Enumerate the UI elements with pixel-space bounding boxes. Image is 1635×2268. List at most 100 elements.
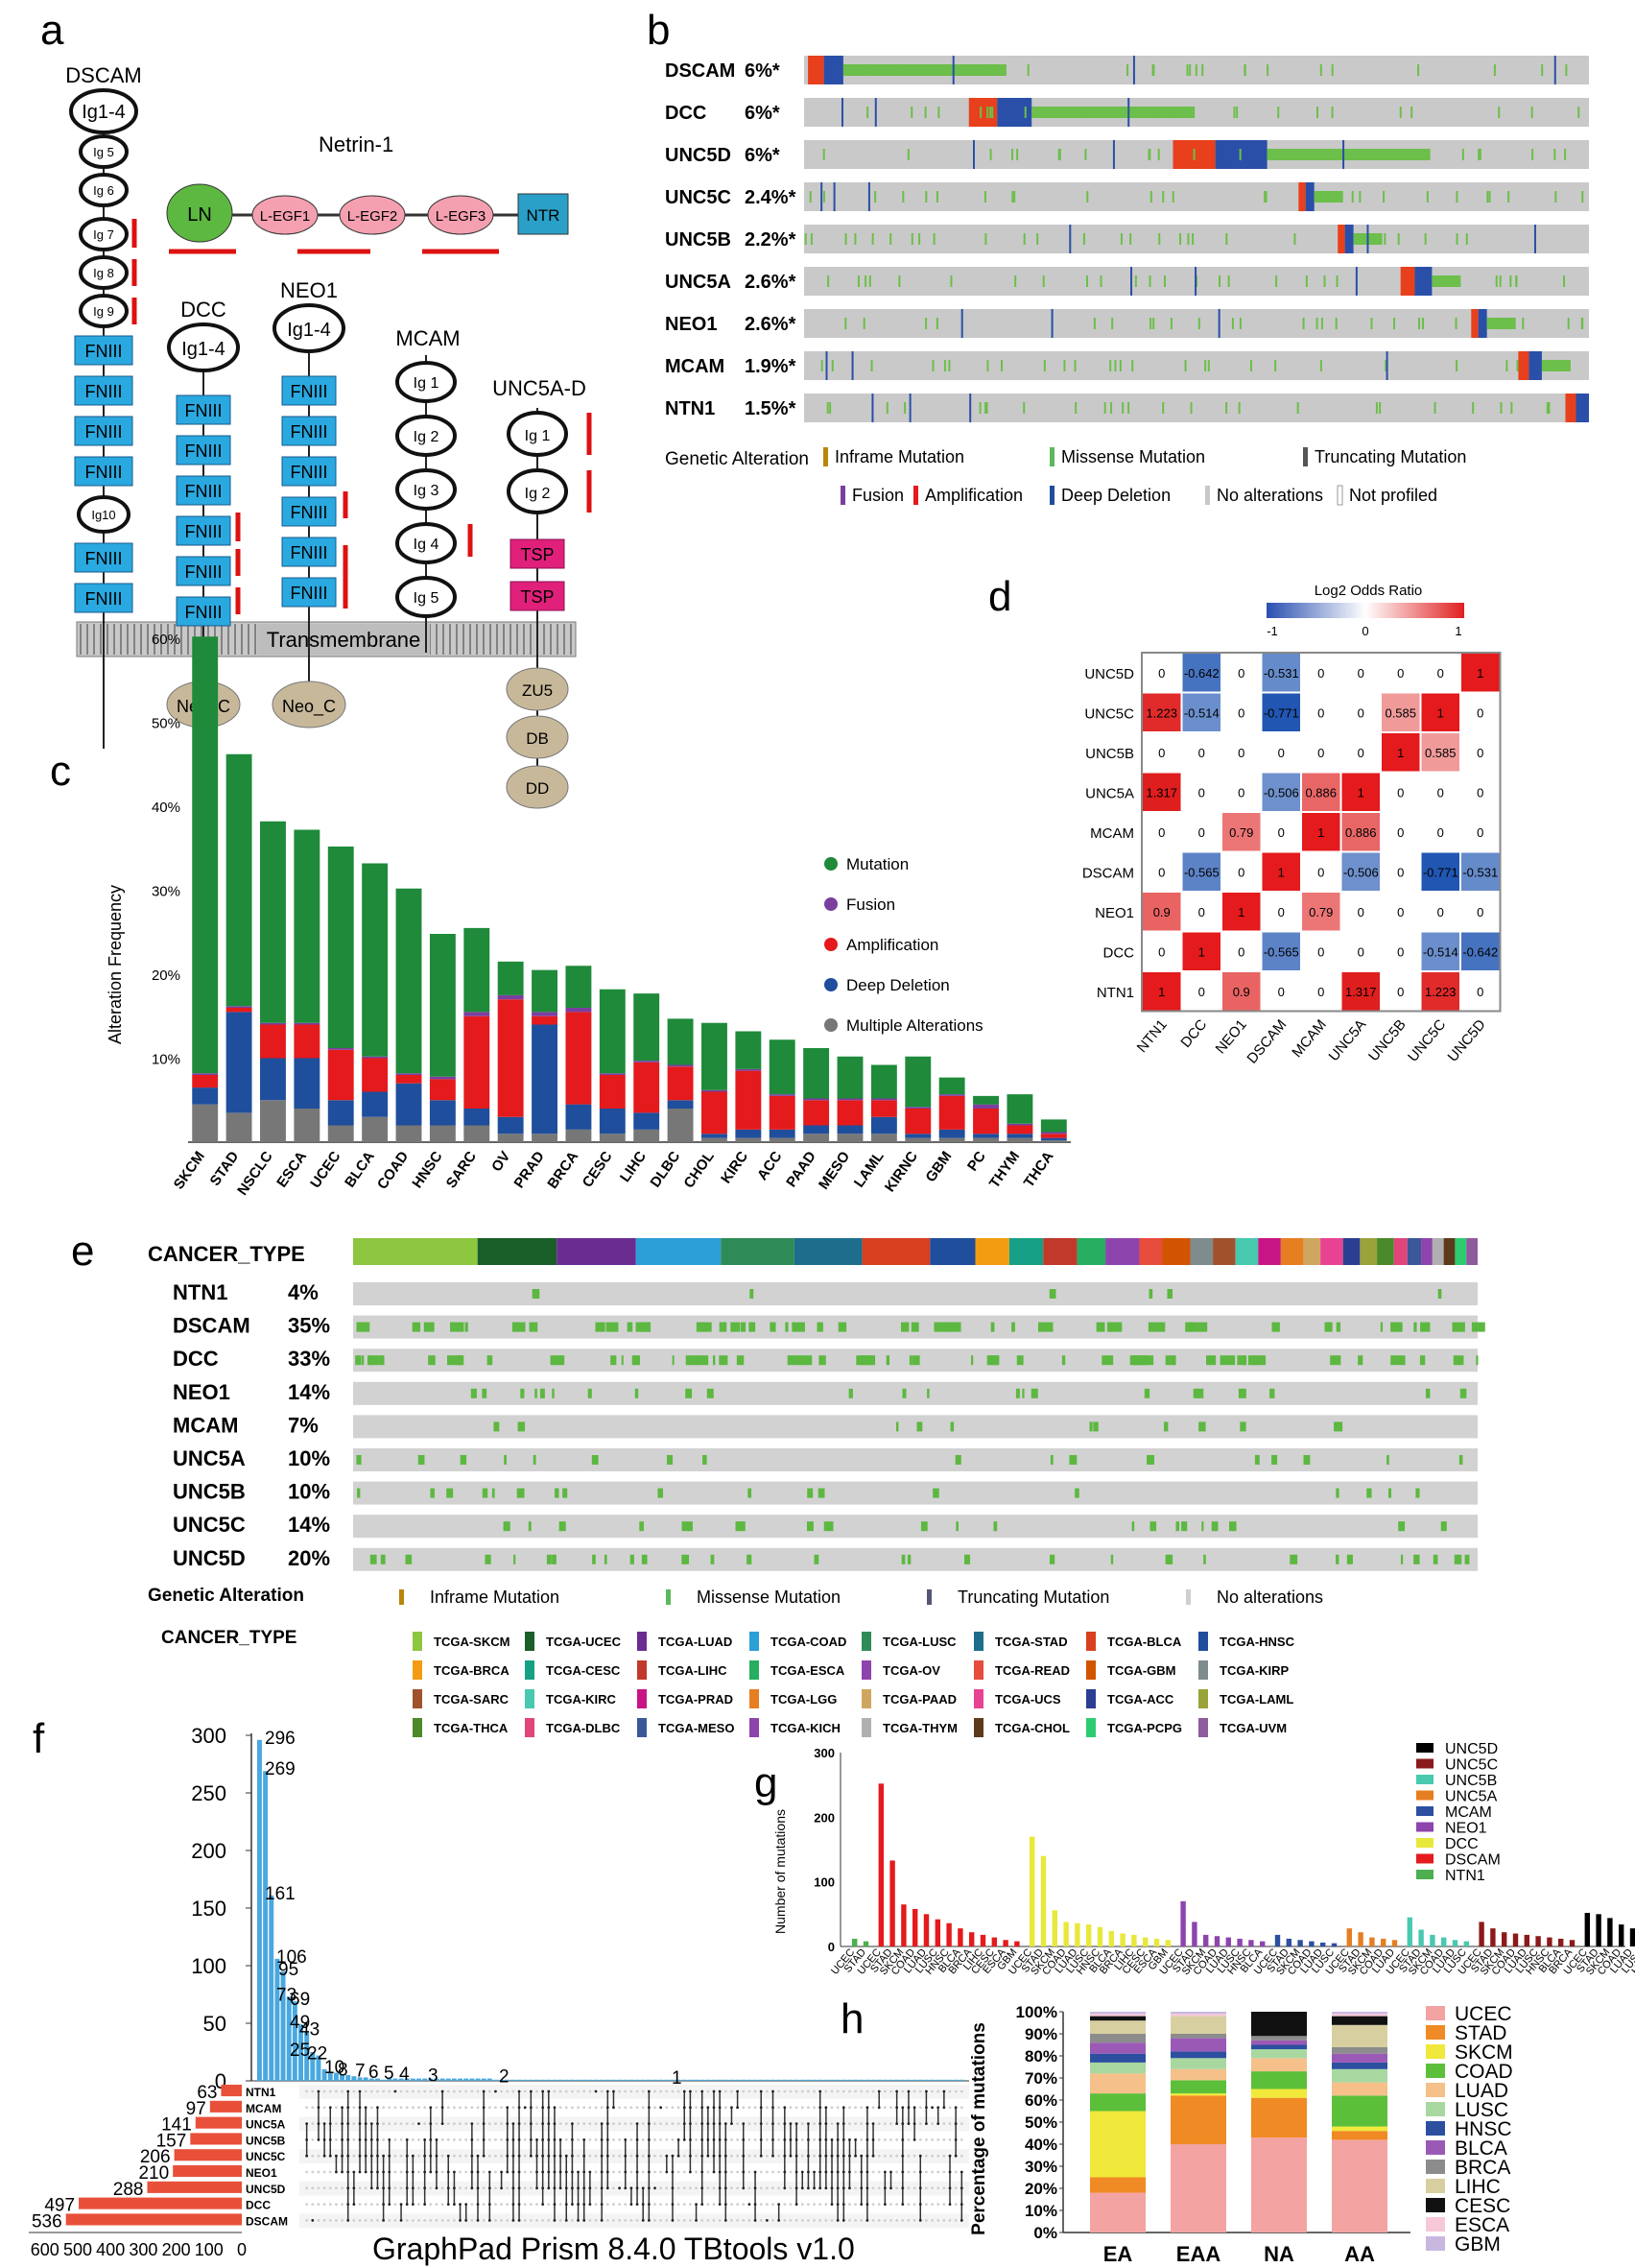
matrix-dot [311,2138,315,2141]
bar-segment [769,1094,795,1096]
matrix-dot [476,2154,480,2158]
intersection-bar [823,2079,829,2081]
missense-mark [1456,360,1458,371]
missense-mark [1424,233,1427,245]
heatmap-cell [1182,932,1220,970]
legend-label: UNC5A [1445,1789,1498,1805]
matrix-dot [771,2170,774,2174]
fniii-domain [176,515,231,546]
missense-mark [842,64,845,76]
mutation-bar [1391,1940,1398,1946]
missense-mark [925,318,928,329]
matrix-dot [771,2219,774,2222]
missense-mark [1454,1554,1462,1564]
deletion-mark [1366,225,1369,253]
matrix-dot [765,2106,769,2110]
matrix-dot [629,2138,633,2141]
matrix-dot [747,2203,751,2207]
matrix-dot [453,2154,456,2158]
matrix-dot [346,2106,350,2110]
cancer-type-segment [721,1238,794,1265]
bar-segment [599,1075,626,1109]
matrix-dot [382,2138,386,2141]
intersection-bar [451,2078,457,2081]
intersection-bar [770,2079,775,2081]
missense-mark [1390,1355,1406,1366]
y-tick-label: 60% [1025,2091,1057,2110]
dscam-receptor-label: DSCAM [65,63,141,87]
missense-mark [470,1388,477,1398]
cell-value: -0.771 [1423,865,1458,879]
cancer-type-swatch [1198,1718,1208,1737]
mutation-bar [1086,1924,1092,1946]
matrix-dot [535,2170,538,2174]
missense-mark [932,360,935,371]
dcc-ig1-4 [167,322,240,372]
legend-label: UNC5C [1445,1757,1498,1774]
missense-mark [983,191,986,203]
matrix-dot [429,2170,433,2174]
bar-segment [1251,2071,1307,2089]
cell-value: -0.506 [1343,865,1379,879]
missense-mark [610,1355,617,1366]
matrix-dot [865,2219,869,2222]
missense-mark [827,1521,834,1532]
matrix-dot [824,2106,828,2110]
legend-label: STAD [1455,2022,1506,2044]
mutation-bar [1075,1922,1080,1946]
mutation-bar [935,1919,940,1946]
dscam-fniii [74,583,133,613]
cancer-type-label: TCGA-UCEC [546,1635,622,1649]
bar-segment [1040,1119,1067,1133]
missense-mark [591,1455,599,1465]
mutation-bar [1131,1934,1137,1946]
missense-mark [1016,149,1019,160]
matrix-dot [647,2089,651,2093]
no-alteration-track [804,98,1589,127]
matrix-dot [305,2170,309,2174]
matrix-dot [328,2106,332,2110]
matrix-dot [865,2138,869,2141]
fniii-domain [176,556,231,586]
matrix-dot [553,2170,557,2174]
set-size-bar [174,2149,242,2161]
matrix-dot [848,2122,851,2126]
bar-segment [938,1094,965,1096]
mutation-bar [901,1904,907,1946]
matrix-dot [411,2203,415,2207]
matrix-dot [305,2122,309,2126]
missense-mark [1184,360,1187,371]
matrix-dot [511,2219,515,2222]
matrix-dot [376,2186,379,2190]
matrix-dot [659,2122,663,2126]
matrix-dot [676,2138,680,2141]
matrix-dot [358,2170,362,2174]
missense-mark [562,1488,568,1498]
matrix-dot [918,2089,922,2093]
cancer-type-label: TCGA-LUSC [883,1635,957,1649]
matrix-dot [895,2170,899,2174]
missense-mark [1163,275,1166,287]
matrix-dot [605,2186,609,2190]
missense-mark [785,1322,789,1332]
cell-value: 0 [1238,746,1244,760]
row-label: DCC [1103,944,1135,961]
matrix-dot [358,2219,362,2222]
missense-mark [1079,107,1082,118]
missense-mark [1100,275,1102,287]
matrix-dot [577,2089,580,2093]
bar-segment [1040,1132,1067,1134]
matrix-dot [523,2170,527,2174]
bar-segment [803,1098,830,1101]
bar-segment [735,1031,762,1069]
missense-mark [1127,402,1130,414]
missense-mark [1370,318,1373,329]
missense-mark [1061,1355,1066,1366]
matrix-dot [328,2219,332,2222]
missense-mark [1185,1322,1194,1332]
matrix-dot [417,2219,420,2222]
alteration-percent: 6%* [745,145,780,166]
matrix-dot [629,2219,633,2222]
missense-mark [948,360,951,371]
